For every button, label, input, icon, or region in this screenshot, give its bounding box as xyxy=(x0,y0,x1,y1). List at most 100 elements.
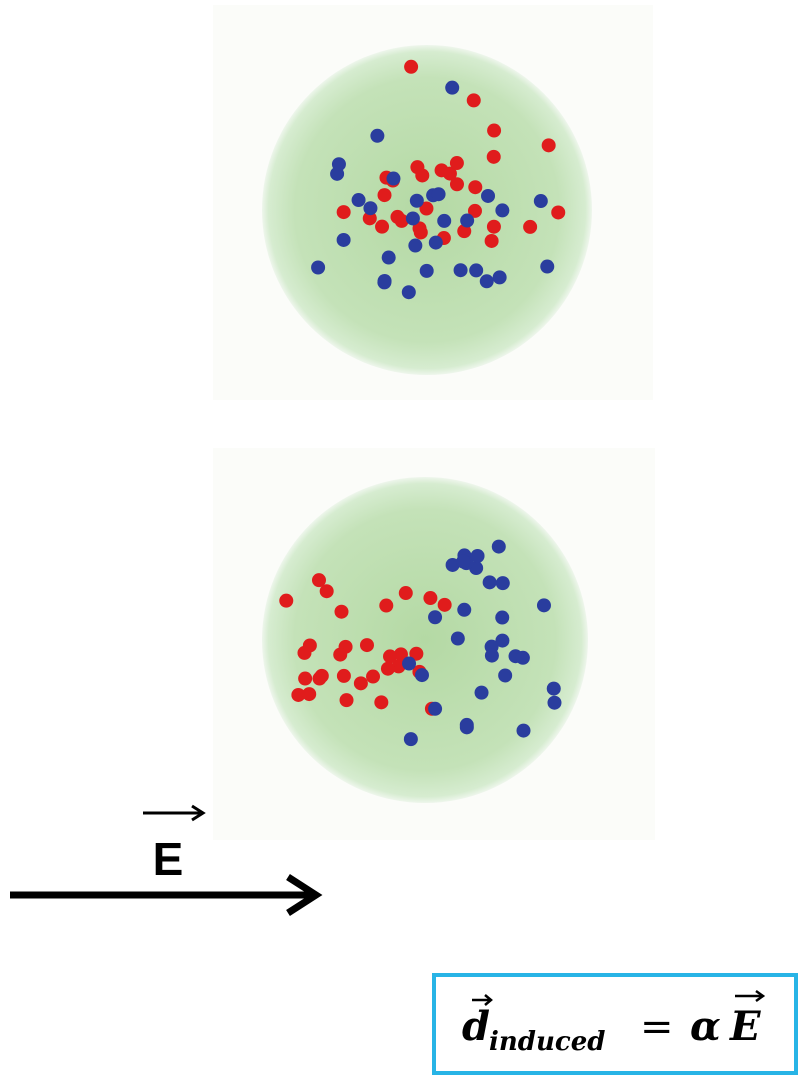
field-arrowhead xyxy=(286,874,323,916)
vector-arrowhead xyxy=(484,994,493,1006)
nucleon xyxy=(398,586,413,601)
nucleon xyxy=(459,717,474,732)
nucleon xyxy=(495,576,510,591)
vector-arrowhead xyxy=(191,804,206,822)
nucleon xyxy=(492,270,507,285)
nucleon xyxy=(383,649,398,664)
nucleon xyxy=(486,219,501,234)
nucleus xyxy=(262,477,588,803)
nucleon xyxy=(428,701,443,716)
nucleon xyxy=(409,646,424,661)
nucleon xyxy=(302,687,317,702)
nucleon xyxy=(410,160,425,175)
nucleon xyxy=(469,263,484,278)
nucleon xyxy=(339,693,354,708)
nucleon xyxy=(484,233,499,248)
formula: d induced = α E xyxy=(462,989,766,1057)
nucleon xyxy=(353,676,368,691)
nucleon xyxy=(536,598,551,613)
nucleon xyxy=(409,193,424,208)
nucleon xyxy=(336,205,351,220)
nucleon xyxy=(498,668,513,683)
nucleon xyxy=(479,274,494,289)
nucleon xyxy=(515,650,530,665)
nucleon xyxy=(541,138,556,153)
nucleon xyxy=(370,128,385,143)
nucleon xyxy=(312,671,327,686)
nucleon xyxy=(351,193,366,208)
nucleon xyxy=(366,669,381,684)
nucleon xyxy=(374,695,389,710)
nucleon xyxy=(413,225,428,240)
nucleon xyxy=(336,232,351,247)
nucleon xyxy=(334,604,349,619)
nucleon xyxy=(423,591,438,606)
nucleon xyxy=(403,732,418,747)
nucleon xyxy=(481,188,496,203)
nucleon xyxy=(546,681,561,696)
nucleon xyxy=(453,263,468,278)
nucleon xyxy=(445,557,460,572)
nucleon xyxy=(363,201,378,216)
nucleon xyxy=(468,180,483,195)
nucleon xyxy=(445,80,460,95)
nucleon xyxy=(484,648,499,663)
nucleon xyxy=(377,274,392,289)
nucleon xyxy=(467,203,482,218)
nucleon xyxy=(386,171,401,186)
nucleon xyxy=(457,224,472,239)
nucleon xyxy=(375,219,390,234)
nucleon xyxy=(437,213,452,228)
nucleon xyxy=(419,263,434,278)
nucleon xyxy=(414,668,429,683)
field-label: E xyxy=(153,833,184,885)
nucleon xyxy=(540,259,555,274)
nucleon xyxy=(428,235,443,250)
nucleon xyxy=(336,668,351,683)
nucleon xyxy=(551,205,566,220)
formula-coefficient: α xyxy=(690,1003,721,1050)
nucleon xyxy=(380,661,395,676)
nucleon xyxy=(495,610,510,625)
nucleon xyxy=(302,638,317,653)
nucleon xyxy=(402,656,417,671)
nucleon xyxy=(377,188,392,203)
nucleon xyxy=(486,149,501,164)
nucleon xyxy=(381,250,396,265)
nucleon xyxy=(434,163,449,178)
vector-arrowhead xyxy=(755,989,766,1003)
nucleon xyxy=(457,602,472,617)
nucleon xyxy=(449,156,464,171)
nucleon xyxy=(495,203,510,218)
nucleon xyxy=(379,598,394,613)
nucleon xyxy=(311,573,326,588)
nucleon xyxy=(331,157,346,172)
nucleon xyxy=(495,633,510,648)
nucleon xyxy=(279,593,294,608)
nucleon xyxy=(393,647,408,662)
nucleon xyxy=(404,59,419,74)
nucleon xyxy=(428,610,443,625)
nucleon xyxy=(533,194,548,209)
nucleon xyxy=(408,238,423,253)
formula-vector: E xyxy=(729,1003,761,1050)
nucleon xyxy=(401,285,416,300)
nucleon xyxy=(449,177,464,192)
nucleon xyxy=(516,723,531,738)
nucleon xyxy=(291,687,306,702)
nucleon xyxy=(319,584,334,599)
formula-lhs: d xyxy=(462,1003,490,1050)
nucleon xyxy=(523,219,538,234)
nucleon xyxy=(482,575,497,590)
nucleon xyxy=(419,201,434,216)
nucleon xyxy=(333,647,348,662)
nucleon xyxy=(362,211,377,226)
nucleon xyxy=(474,685,489,700)
nucleon xyxy=(470,549,485,564)
nucleon xyxy=(405,211,420,226)
formula-subscript: induced xyxy=(489,1027,605,1057)
nucleon xyxy=(437,597,452,612)
formula-equals: = xyxy=(640,1004,674,1050)
